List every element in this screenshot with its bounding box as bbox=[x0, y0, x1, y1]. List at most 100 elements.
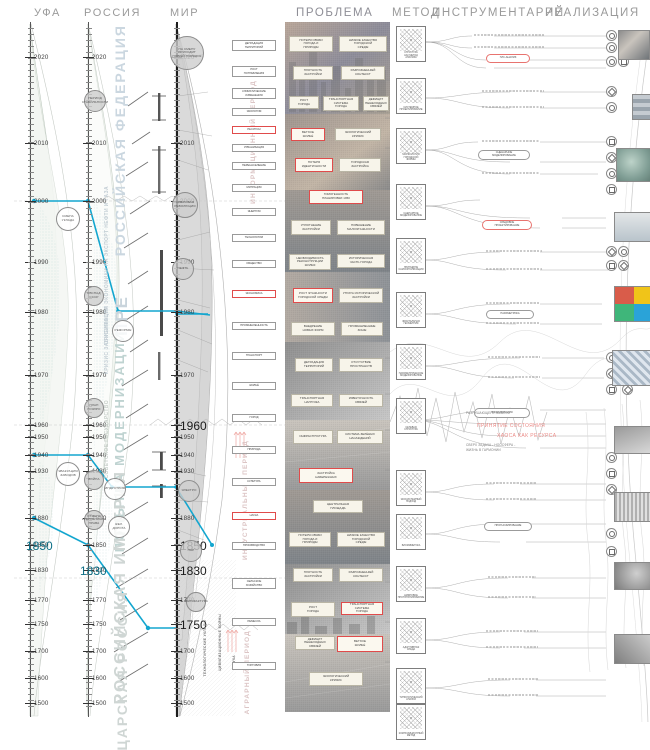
realization-thumbnail[interactable] bbox=[614, 562, 650, 590]
method-card[interactable]: БИОМИМЕТИКА bbox=[396, 514, 426, 550]
method-card[interactable]: ЭКОСИСТЕМНЫЙ ПОДХОД bbox=[396, 470, 426, 506]
person-icon[interactable] bbox=[618, 246, 629, 257]
prelist-box[interactable]: ТРАНСПОРТ bbox=[232, 352, 276, 360]
problem-box[interactable]: ПОТЕРЯ СВЯЗИ ГОРОДА И ПРИРОДЫ bbox=[289, 36, 333, 52]
prelist-box[interactable]: ЖИЛЬЁ bbox=[232, 382, 276, 390]
tool-pill[interactable]: СЦЕНАРНОЕ МОДЕЛИРОВАНИЕ bbox=[478, 150, 530, 160]
pedestrian-icon[interactable] bbox=[606, 452, 617, 463]
problem-box[interactable]: СИСТЕМА ЗЕЛЁНЫХ НАСАЖДЕНИЙ bbox=[337, 430, 383, 444]
prelist-box[interactable]: ТОРГОВЛЯ bbox=[232, 662, 276, 670]
realization-thumbnail[interactable] bbox=[614, 426, 650, 454]
prelist-box[interactable]: ПРИРОДА bbox=[232, 446, 276, 454]
problem-box[interactable]: ЭКОЛОГИЧЕСКИЙ КРИЗИС bbox=[335, 128, 381, 141]
realization-thumbnail[interactable] bbox=[614, 634, 650, 664]
prelist-box[interactable]: РОСТ ПОТРЕБЛЕНИЯ bbox=[232, 66, 276, 77]
bicycle-icon[interactable] bbox=[606, 484, 617, 495]
realization-thumbnail[interactable] bbox=[614, 286, 650, 322]
prelist-box[interactable]: КУЛЬТУРА bbox=[232, 478, 276, 486]
problem-box[interactable]: ЗАСТРОЙКА НАБЕРЕЖНЫХ bbox=[299, 468, 353, 483]
prelist-box[interactable]: МИГРАЦИЯ bbox=[232, 184, 276, 192]
problem-box[interactable]: НИЗКОЕ КАЧЕСТВО ГОРОДСКОЙ СРЕДЫ bbox=[339, 36, 387, 52]
prelist-box[interactable]: РЕМЕСЛА bbox=[232, 618, 276, 626]
problem-box[interactable]: ОТСУТСТВИЕ ПРОСТРАНСТВ bbox=[339, 358, 383, 372]
gear-icon[interactable] bbox=[606, 102, 617, 113]
method-card[interactable]: СЦЕНАРНОЕ МОДЕЛИРОВАНИЕ bbox=[396, 184, 426, 220]
network-icon[interactable] bbox=[606, 86, 617, 97]
bus-icon[interactable] bbox=[606, 184, 617, 195]
problem-box[interactable]: ИНФРАСТРУКТУРА bbox=[293, 430, 333, 444]
problem-box[interactable]: ВЕТХОЕ ЖИЛЬЁ bbox=[291, 128, 325, 141]
problem-box[interactable]: ДЕФИЦИТ ПЕШЕХОДНЫХ СВЯЗЕЙ bbox=[295, 636, 335, 650]
prelist-box[interactable]: ЭКОЛОГИЯ bbox=[232, 108, 276, 116]
water-icon[interactable] bbox=[606, 56, 617, 67]
building-icon[interactable] bbox=[606, 546, 617, 557]
problem-box[interactable]: НИЗКОЕ КАЧЕСТВО ГОРОДСКОЙ СРЕДЫ bbox=[337, 532, 385, 547]
problem-box[interactable]: ИСТОРИЧЕСКАЯ ЧАСТЬ ГОРОДА bbox=[337, 254, 385, 268]
tool-pill[interactable]: СРЕДОВОЕ ПРОЕКТИРОВАНИЕ bbox=[482, 220, 532, 230]
problem-box[interactable]: НЕОБХОДИМОСТЬ РЕКОНСТРУКЦИИ ЖИЛЬЯ bbox=[289, 254, 331, 270]
prelist-box[interactable]: НАУКА bbox=[232, 512, 276, 520]
problem-box[interactable]: ИЗБЫТОЧНОСТЬ СВЯЗЕЙ bbox=[339, 394, 383, 407]
building-icon[interactable] bbox=[606, 260, 617, 271]
prelist-box[interactable]: ЭНЕРГИЯ bbox=[232, 208, 276, 216]
method-card[interactable]: ЦИФРОВОЕ ПРОТОТИПИРОВАНИЕ bbox=[396, 566, 426, 602]
problem-box[interactable]: ДЕГРАДАЦИЯ ТЕРРИТОРИЙ bbox=[295, 358, 333, 372]
problem-box[interactable]: РОСТ ГОРОДА bbox=[291, 602, 335, 617]
prelist-box[interactable]: ЭКОНОМИКА bbox=[232, 290, 276, 298]
pedestrian-icon[interactable] bbox=[606, 30, 617, 41]
prelist-box[interactable]: ГОРОД bbox=[232, 414, 276, 422]
prelist-box[interactable]: ПРОМЫШЛЕННОСТЬ bbox=[232, 322, 276, 330]
realization-thumbnail[interactable] bbox=[614, 492, 650, 522]
prelist-box[interactable]: ОБЩЕСТВО bbox=[232, 260, 276, 268]
chart-icon[interactable] bbox=[606, 384, 617, 395]
chart-icon[interactable] bbox=[606, 136, 617, 147]
prelist-box[interactable]: ПЕРЕНАСЕЛЕНИЕ bbox=[232, 162, 276, 170]
problem-box[interactable]: ПЛОТНОСТЬ ЗАСТРОЙКИ bbox=[293, 66, 333, 80]
problem-box[interactable]: ТРАНСПОРТНАЯ СИСТЕМА ГОРОДА bbox=[341, 602, 383, 615]
problem-box[interactable]: РАЗРОЗНЕННЫЙ КОНТЕКСТ bbox=[339, 568, 383, 582]
prelist-box[interactable]: КЛИМАТИЧЕСКИЕ ИЗМЕНЕНИЯ bbox=[232, 88, 276, 99]
problem-box[interactable]: ТРАНСПОРТНАЯ СИСТЕМА ГОРОДА bbox=[323, 96, 359, 111]
problem-box[interactable]: ДЕФИЦИТ ПЕШЕХОДНЫХ СВЯЗЕЙ bbox=[363, 96, 389, 111]
problem-box[interactable]: ГОМОГЕННОСТЬ ПЛАНИРОВКИ 1950 bbox=[309, 190, 363, 204]
method-card[interactable]: ФРАКТАЛЬНАЯ ГЕОМЕТРИЯ bbox=[396, 292, 426, 328]
realization-thumbnail[interactable] bbox=[632, 94, 650, 120]
bus-icon[interactable] bbox=[606, 468, 617, 479]
problem-box[interactable]: ПРОМЫШЛЕННЫЕ ЗОНЫ bbox=[341, 322, 383, 336]
problem-box[interactable]: УПЛОТНЕНИЕ ЗАСТРОЙКИ bbox=[291, 220, 331, 235]
method-card[interactable]: АДАПТИВНАЯ СРЕДА bbox=[396, 618, 426, 654]
method-card[interactable]: СЕТЕВАЯ СТРУКТУРА bbox=[396, 398, 426, 434]
prelist-box[interactable]: УРБАНИЗАЦИЯ bbox=[232, 144, 276, 152]
method-card[interactable]: ПРИНЦИПЫ САМООРГАНИЗАЦИИ bbox=[396, 238, 426, 274]
tool-pill[interactable]: ГИС-АНАЛИЗ bbox=[486, 54, 530, 63]
problem-box[interactable]: ПОТЕРЯ ИДЕНТИЧНОСТИ bbox=[295, 158, 333, 172]
tree-icon[interactable] bbox=[618, 260, 629, 271]
prelist-box[interactable]: ТЕХНОЛОГИИ bbox=[232, 234, 276, 242]
realization-thumbnail[interactable] bbox=[618, 30, 650, 60]
problem-box[interactable]: ПОВЫШЕНИЕ МАЛОЭТАЖНОСТИ bbox=[337, 220, 385, 235]
tool-pill[interactable]: ПАРАМЕТРИКА bbox=[486, 310, 534, 319]
problem-box[interactable]: РОСТ ЭТАЖНОСТИ ГОРОДСКОЙ СРЕДЫ bbox=[293, 288, 333, 303]
realization-thumbnail[interactable] bbox=[612, 350, 650, 386]
bicycle-icon[interactable] bbox=[606, 246, 617, 257]
problem-box[interactable]: ЭКОЛОГИЧЕСКИЙ КРИЗИС bbox=[309, 672, 363, 686]
prelist-box[interactable]: ПРОИЗВОДСТВО bbox=[232, 542, 276, 550]
method-card[interactable]: ПАРАМЕТРИЧЕСКОЕ МОДЕЛИРОВАНИЕ bbox=[396, 344, 426, 380]
method-card[interactable]: КОМПОЗИЦИОННЫЙ МЕТОД bbox=[396, 704, 426, 740]
method-card[interactable]: СТРУКТУРА КАК МЕТОД АНАЛИЗА bbox=[396, 26, 426, 62]
method-card[interactable]: СИСТЕМНОЕ ПРОЕКТИРОВАНИЕ bbox=[396, 78, 426, 114]
method-card[interactable]: МОРФОЛОГИЯ ГОРОДСКОЙ ФОРМЫ bbox=[396, 128, 426, 164]
prelist-box[interactable]: РЕСУРСЫ bbox=[232, 126, 276, 134]
problem-box[interactable]: ВНЕДРЕНИЕ НОВЫХ ФОРМ bbox=[291, 322, 335, 336]
method-card[interactable]: ТИПОЛОГИЧЕСКИЙ АНАЛИЗ bbox=[396, 668, 426, 704]
problem-box[interactable]: ТРАНСПОРТНАЯ НАГРУЗКА bbox=[291, 394, 333, 407]
problem-box[interactable]: ГОРОДСКАЯ ЗАСТРОЙКА bbox=[339, 158, 381, 172]
person-icon[interactable] bbox=[606, 528, 617, 539]
prelist-box[interactable]: СЕЛЬСКОЕ ХОЗЯЙСТВО bbox=[232, 578, 276, 589]
realization-thumbnail[interactable] bbox=[616, 148, 650, 182]
realization-thumbnail[interactable] bbox=[614, 212, 650, 242]
problem-box[interactable]: УТРАТА ИСТОРИЧЕСКОЙ ЗАСТРОЙКИ bbox=[339, 288, 383, 303]
problem-box[interactable]: ПЛОТНОСТЬ ЗАСТРОЙКИ bbox=[293, 568, 333, 582]
tool-pill[interactable]: ПРОГНОЗИРОВАНИЕ bbox=[484, 522, 532, 531]
problem-box[interactable]: РАЗРОЗНЕННЫЙ КОНТЕКСТ bbox=[341, 66, 385, 80]
